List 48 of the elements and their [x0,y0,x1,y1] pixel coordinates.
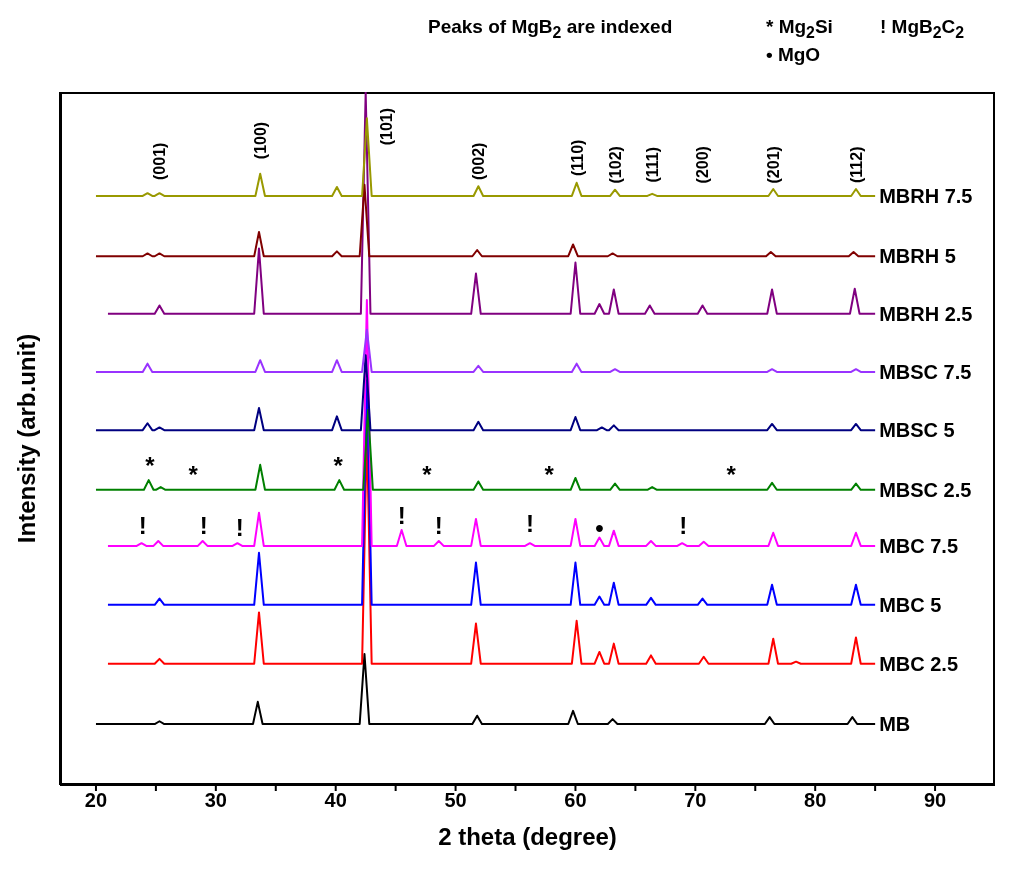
annotation: (102) [606,146,624,184]
text: Peaks of MgB$_{2}$ are indexed [428,16,673,42]
annotation: • [595,513,604,541]
annotation: ! [525,509,534,537]
series-label: MBC 7.5 [879,534,959,557]
annotation: (100) [251,121,269,160]
annotation: * [333,451,344,479]
annotation: ! [679,511,688,539]
annotation: (001) [150,142,168,180]
x-tick-label: 70 [684,789,707,812]
series-label: MBSC 7.5 [879,360,972,383]
x-tick-label: 90 [923,789,947,812]
annotation: (110) [568,139,586,177]
x-tick-label: 40 [324,789,347,812]
annotation: (200) [694,146,712,184]
x-tick-label: 30 [204,789,227,812]
annotation: ! [138,511,147,539]
series-label: MBRH 5 [879,245,956,268]
annotation: * [188,460,199,488]
series-label: MBRH 7.5 [879,184,973,207]
annotation: (101) [377,107,395,146]
x-tick-label: 60 [564,789,587,812]
annotation: (002) [469,142,487,180]
series-label: MB [879,713,911,736]
x-tick-label: 20 [84,789,108,812]
annotation: * [422,460,433,488]
series-label: MBC 5 [879,593,942,616]
annotation: ! [235,513,244,541]
series-label: MBSC 2.5 [879,478,972,501]
annotation: ! [434,511,443,539]
annotation: (112) [847,146,865,183]
x-tick-label: 50 [444,789,467,812]
text: * Mg$_{2}$Si [766,16,833,42]
y-axis-title: Intensity (arb.unit) [12,333,40,544]
annotation: * [726,460,737,488]
series-label: MBSC 5 [879,419,955,442]
annotation: ! [199,511,208,539]
series-label: MBC 2.5 [879,652,959,675]
series-label: MBRH 2.5 [879,302,973,325]
x-axis-title: 2 theta (degree) [438,823,617,850]
annotation: * [544,460,555,488]
text: ! MgB$_{2}$C$_{2}$ [880,16,965,42]
text: • MgO [766,44,821,66]
annotation: (201) [764,146,782,184]
annotation: * [145,451,156,479]
annotation: ! [397,501,406,529]
x-tick-label: 80 [804,789,827,812]
annotation: (111) [643,146,661,183]
